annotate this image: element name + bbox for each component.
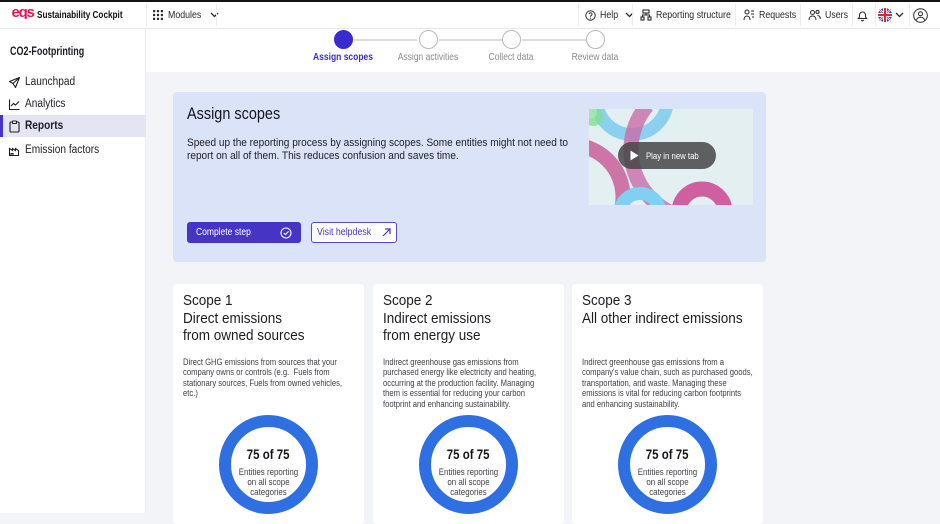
svg-text:eqs: eqs [12,5,35,19]
svg-text:Play in new tab: Play in new tab [646,150,699,161]
